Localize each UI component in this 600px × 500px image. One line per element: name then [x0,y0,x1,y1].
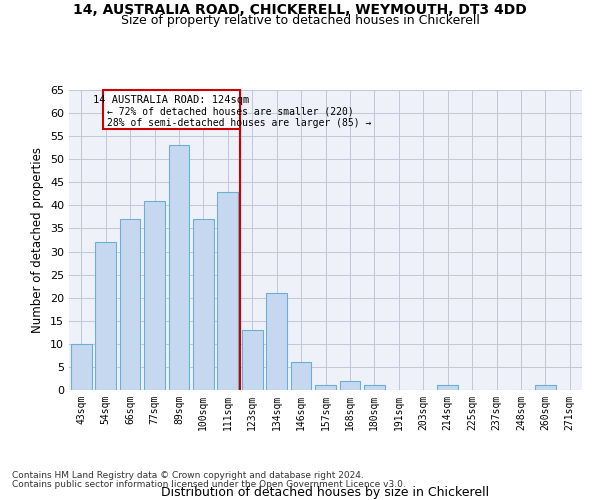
Bar [103,90,240,129]
Text: ← 72% of detached houses are smaller (220): ← 72% of detached houses are smaller (22… [107,106,353,116]
Text: Size of property relative to detached houses in Chickerell: Size of property relative to detached ho… [121,14,479,27]
Bar [364,386,385,390]
Bar [71,344,92,390]
Bar [193,219,214,390]
Bar [119,219,140,390]
X-axis label: Distribution of detached houses by size in Chickerell: Distribution of detached houses by size … [161,486,490,498]
Bar [535,386,556,390]
Bar [242,330,263,390]
Text: 28% of semi-detached houses are larger (85) →: 28% of semi-detached houses are larger (… [107,118,371,128]
Bar [266,293,287,390]
Bar [217,192,238,390]
Text: Contains public sector information licensed under the Open Government Licence v3: Contains public sector information licen… [12,480,406,489]
Text: 14 AUSTRALIA ROAD: 124sqm: 14 AUSTRALIA ROAD: 124sqm [94,94,250,104]
Y-axis label: Number of detached properties: Number of detached properties [31,147,44,333]
Bar [340,381,361,390]
Bar [95,242,116,390]
Bar [144,201,165,390]
Bar [290,362,311,390]
Bar [315,386,336,390]
Text: Contains HM Land Registry data © Crown copyright and database right 2024.: Contains HM Land Registry data © Crown c… [12,471,364,480]
Bar [437,386,458,390]
Bar [169,146,190,390]
Text: 14, AUSTRALIA ROAD, CHICKERELL, WEYMOUTH, DT3 4DD: 14, AUSTRALIA ROAD, CHICKERELL, WEYMOUTH… [73,2,527,16]
